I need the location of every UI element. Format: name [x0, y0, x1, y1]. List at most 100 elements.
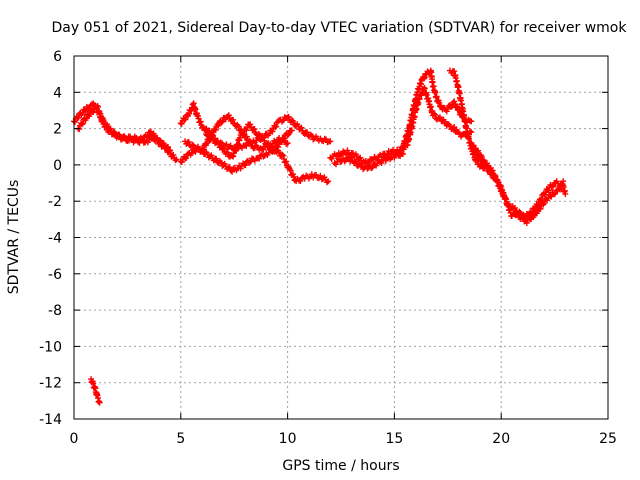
data-point-marker: [350, 150, 357, 157]
data-point-marker: [164, 143, 171, 150]
data-point-marker: [235, 123, 242, 130]
data-point-marker: [368, 165, 375, 172]
data-point-marker: [285, 113, 292, 120]
data-point-marker: [260, 146, 267, 153]
data-point-marker: [229, 168, 236, 175]
data-point-marker: [81, 107, 88, 114]
data-point-marker: [96, 399, 103, 406]
data-point-marker: [289, 171, 296, 178]
data-point-marker: [247, 138, 254, 145]
data-point-marker: [297, 178, 304, 185]
series-trace-a2: [75, 103, 174, 154]
data-point-marker: [304, 129, 311, 136]
data-point-marker: [369, 164, 376, 171]
data-point-marker: [475, 147, 482, 154]
data-point-marker: [317, 172, 324, 179]
data-point-marker: [185, 138, 192, 145]
data-point-marker: [518, 213, 525, 220]
series-trace-i: [446, 67, 488, 172]
x-tick-label: 20: [492, 431, 510, 447]
data-point-marker: [418, 92, 425, 99]
data-point-marker: [491, 172, 498, 179]
data-point-marker: [334, 153, 341, 160]
data-point-marker: [399, 151, 406, 158]
data-point-marker: [261, 137, 268, 144]
data-point-marker: [178, 120, 185, 127]
y-tick-label: -14: [39, 412, 62, 428]
data-point-marker: [444, 105, 451, 112]
data-point-marker: [212, 126, 219, 133]
chart-title: Day 051 of 2021, Sidereal Day-to-day VTE…: [52, 20, 628, 36]
data-point-marker: [451, 124, 458, 131]
data-point-marker: [492, 173, 499, 180]
data-point-marker: [211, 135, 218, 142]
data-point-marker: [154, 134, 161, 141]
data-point-marker: [541, 200, 548, 207]
data-point-marker: [481, 157, 488, 164]
data-point-marker: [275, 144, 282, 151]
data-point-marker: [189, 141, 196, 148]
data-point-marker: [218, 119, 225, 126]
data-point-marker: [352, 158, 359, 165]
data-point-marker: [110, 128, 117, 135]
data-point-marker: [269, 128, 276, 135]
data-point-marker: [281, 135, 288, 142]
data-point-marker: [560, 178, 567, 185]
x-tick-label: 25: [599, 431, 617, 447]
y-tick-label: -2: [48, 194, 62, 210]
data-point-marker: [265, 140, 272, 147]
data-point-marker: [260, 134, 267, 141]
data-point-marker: [382, 157, 389, 164]
data-point-marker: [283, 158, 290, 165]
data-point-marker: [100, 117, 107, 124]
series-trace-a: [71, 100, 180, 164]
data-point-marker: [178, 159, 185, 166]
data-point-marker: [365, 159, 372, 166]
data-points: [71, 67, 569, 406]
data-point-marker: [182, 116, 189, 123]
data-point-marker: [478, 153, 485, 160]
x-tick-label: 0: [70, 431, 79, 447]
data-point-marker: [224, 149, 231, 156]
data-point-marker: [79, 120, 86, 127]
series-trace-g2: [331, 150, 406, 173]
data-point-marker: [107, 125, 114, 132]
data-point-marker: [515, 210, 522, 217]
data-point-marker: [523, 219, 530, 226]
data-point-marker: [230, 116, 237, 123]
data-point-marker: [298, 124, 305, 131]
x-axis-label: GPS time / hours: [282, 458, 399, 474]
y-tick-label: -12: [39, 376, 62, 392]
data-point-marker: [273, 123, 280, 130]
series-trace-b: [88, 376, 103, 406]
data-point-marker: [190, 142, 197, 149]
data-point-marker: [86, 113, 93, 120]
data-point-marker: [197, 118, 204, 125]
data-point-marker: [344, 147, 351, 154]
data-point-marker: [323, 179, 330, 186]
data-point-marker: [111, 129, 118, 136]
data-point-marker: [436, 114, 443, 121]
data-point-marker: [246, 137, 253, 144]
data-point-marker: [203, 140, 210, 147]
data-point-marker: [279, 151, 286, 158]
y-tick-label: -10: [39, 339, 62, 355]
data-point-marker: [243, 142, 250, 149]
data-point-marker: [545, 187, 552, 194]
data-point-marker: [431, 111, 438, 118]
data-point-marker: [280, 152, 287, 159]
data-point-marker: [533, 210, 540, 217]
x-tick-label: 10: [279, 431, 297, 447]
data-point-marker: [150, 130, 157, 137]
data-point-marker: [71, 119, 78, 126]
y-tick-label: 0: [53, 158, 62, 174]
y-axis-label: SDTVAR / TECUs: [6, 180, 22, 295]
y-tick-label: 2: [53, 122, 62, 138]
data-point-marker: [144, 133, 151, 140]
data-point-marker: [549, 183, 556, 190]
data-point-marker: [240, 130, 247, 137]
data-point-marker: [256, 155, 263, 162]
data-point-marker: [489, 167, 496, 174]
